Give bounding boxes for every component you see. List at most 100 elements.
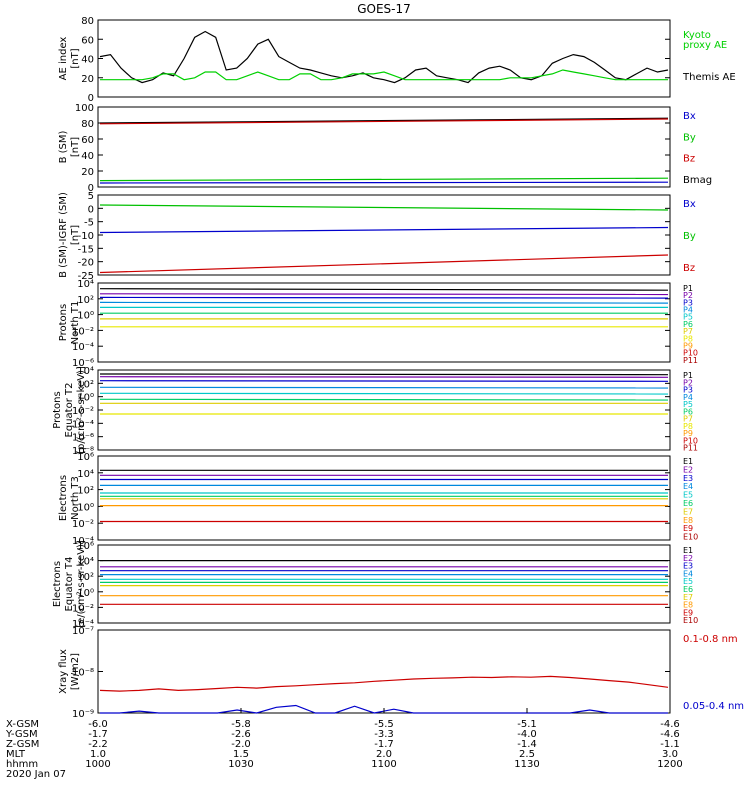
electrons_t3-legend-item: E1: [683, 457, 693, 466]
ae-ytick-label: 80: [81, 16, 94, 27]
protons_t2-ytick-label: 10⁻⁶: [72, 433, 94, 444]
protons_t1-frame: [97, 282, 671, 363]
xray-legend-item: 0.05-0.4 nm: [683, 701, 744, 712]
xray-ytick-label: 10⁻⁹: [72, 709, 94, 720]
electrons_t3-ytick-label: 10⁰: [77, 502, 94, 513]
electrons_t4-ytick-label: 10⁶: [77, 541, 94, 552]
ae-legend-item: proxy AE: [683, 40, 727, 51]
protons_t1-ytick-label: 10⁴: [77, 279, 94, 290]
x-column-value: -4.6: [660, 719, 680, 730]
x-column-value: 1030: [228, 759, 253, 770]
protons_t1-legend-item: P5: [683, 313, 693, 322]
bsm-panel: 100 80 60 40 20 0 B (SM) [nT] Bx By Bz Bmag: [58, 103, 712, 194]
electrons_t3-legend-item: E8: [683, 516, 693, 525]
protons_t1-ytick-label: 10⁻⁶: [72, 358, 94, 369]
series-line-by: [99, 204, 669, 211]
xray-ylabel: [W/m2]: [70, 653, 81, 690]
protons_t1-legend-item: P9: [683, 341, 693, 350]
xray-frame: [97, 629, 671, 714]
x-column-value: -2.6: [231, 729, 251, 740]
igrf-ylabel: [nT]: [70, 225, 81, 245]
igrf-ytick-label: 0: [88, 204, 94, 215]
series-line-bmag: [99, 117, 669, 124]
x-row-label: X-GSM: [6, 719, 39, 730]
ae-legend-item: Themis AE: [682, 72, 736, 83]
protons_t2-legend-item: P10: [683, 436, 698, 445]
igrf-ytick-label: -5: [84, 218, 94, 229]
x-row-label: hhmm: [6, 759, 38, 770]
series-line-by: [99, 177, 669, 182]
x-row-label: Z-GSM: [6, 739, 39, 750]
electrons_t3-legend-item: E2: [683, 465, 693, 474]
electrons_t3-frame: [97, 455, 671, 541]
protons_t2-ytick-label: 10⁰: [77, 393, 94, 404]
series-line-p4: [99, 386, 669, 389]
protons_t2-legend-item: P11: [683, 444, 698, 453]
x-column-value: 1100: [371, 759, 396, 770]
protons_t1-legend-item: P10: [683, 349, 698, 358]
igrf-legend-item: Bx: [683, 199, 696, 210]
series-line-themis-ae: [99, 30, 669, 84]
electrons_t3-ylabel: Electrons: [58, 475, 69, 521]
bsm-ytick-label: 60: [81, 135, 94, 146]
protons_t2-ylabel: [p/(cm²-s-sr-keV)]: [76, 366, 87, 454]
bsm-legend-item: Bmag: [683, 175, 712, 186]
electrons_t3-legend-item: E9: [683, 524, 693, 533]
protons_t2-legend-item: P8: [683, 422, 693, 431]
protons_t1-legend-item: P4: [683, 306, 693, 315]
x-column-value: -5.1: [517, 719, 537, 730]
electrons_t4-ytick-label: 10⁻²: [72, 603, 94, 614]
protons_t2-ytick-label: 10²: [77, 379, 94, 390]
protons_t2-ytick-label: 10⁻⁸: [72, 446, 94, 457]
protons_t1-panel: 10⁴ 10² 10⁰ 10⁻² 10⁻⁴ 10⁻⁶ Protons North T1 P1P2…: [58, 279, 698, 369]
electrons_t4-ylabel: Electrons: [52, 561, 63, 607]
electrons_t3-legend-item: E5: [683, 491, 693, 500]
igrf-ylabel: B (SM)-IGRF (SM): [58, 192, 69, 278]
x-row-label: 2020 Jan 07: [6, 769, 66, 780]
x-column-value: 1000: [85, 759, 110, 770]
series-line-bx: [99, 226, 669, 234]
series-line-bz: [99, 254, 669, 274]
electrons_t4-ytick-label: 10⁴: [77, 557, 94, 568]
x-column-value: -5.5: [374, 719, 394, 730]
x-column-value: 2.5: [519, 749, 535, 760]
protons_t1-legend-item: P6: [683, 320, 693, 329]
igrf-ytick-label: 5: [88, 191, 94, 202]
protons_t1-legend-item: P2: [683, 291, 693, 300]
protons_t1-ytick-label: 10⁰: [77, 311, 94, 322]
electrons_t4-legend-item: E7: [683, 593, 693, 602]
electrons_t3-ytick-label: 10²: [77, 486, 94, 497]
protons_t2-legend-item: P6: [683, 407, 693, 416]
x-column-value: -1.1: [660, 739, 680, 750]
electrons_t3-legend-item: E6: [683, 499, 693, 508]
igrf-legend-item: Bz: [683, 263, 695, 274]
protons_t1-legend-item: P7: [683, 327, 693, 336]
series-line-p1: [99, 373, 669, 376]
bsm-ylabel: B (SM): [58, 130, 69, 163]
xray-ytick-label: 10⁻⁸: [72, 668, 94, 679]
series-line-p2: [99, 293, 669, 296]
igrf-ytick-label: -20: [78, 258, 94, 269]
igrf-panel: 5 0 -5 -10 -15 -20 -25 B (SM)-IGRF (SM) [nT] Bx By…: [58, 191, 696, 282]
ae-ylabel: [nT]: [70, 48, 81, 68]
bsm-ytick-label: 0: [88, 183, 94, 194]
x-column-value: -2.0: [231, 739, 251, 750]
electrons_t4-legend-item: E6: [683, 585, 693, 594]
protons_t1-ytick-label: 10⁻⁴: [72, 342, 94, 353]
electrons_t3-ytick-label: 10⁴: [77, 469, 94, 480]
x-column-value: 2.0: [376, 749, 392, 760]
electrons_t3-legend-item: E4: [683, 482, 693, 491]
protons_t2-ytick-label: 10⁻²: [72, 406, 94, 417]
protons_t1-ytick-label: 10⁻²: [72, 326, 94, 337]
bsm-legend-item: Bx: [683, 111, 696, 122]
bsm-ytick-label: 40: [81, 151, 94, 162]
protons_t2-ytick-label: 10⁻⁴: [72, 419, 94, 430]
x-column-value: -2.2: [88, 739, 108, 750]
x-column-value: 1200: [657, 759, 682, 770]
xray-panel: 10⁻⁷ 10⁻⁸ 10⁻⁹ Xray flux [W/m2] 0.1-0.8 nm 0.0…: [58, 626, 744, 720]
electrons_t4-legend-item: E3: [683, 562, 693, 571]
